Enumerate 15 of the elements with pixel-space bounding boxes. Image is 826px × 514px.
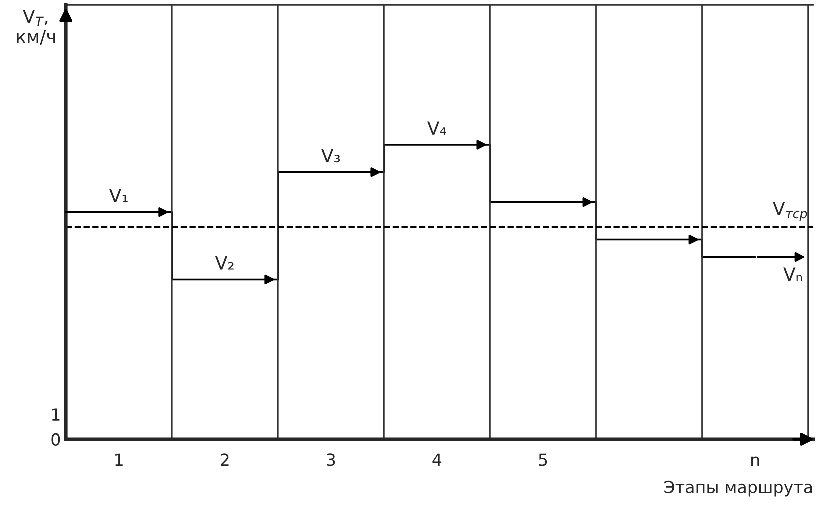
y-tick-label: 0 — [52, 433, 60, 446]
x-tick-label: 3 — [327, 454, 336, 466]
x-tick-label: 5 — [539, 454, 548, 466]
x-tick-label: 4 — [432, 454, 442, 466]
x-tick-label: 2 — [221, 454, 229, 466]
x-tick-label: n — [752, 456, 760, 466]
annotation: V₁ — [109, 189, 128, 202]
annotation: Vₙ — [784, 268, 802, 282]
ref-line-label: V$_{тср}$ — [773, 202, 808, 222]
annotation: V₂ — [215, 256, 234, 270]
annotation: V₃ — [322, 149, 340, 163]
annotation: V₄ — [428, 122, 446, 135]
y-axis-title: V$_{T}$, км/ч — [17, 10, 56, 46]
x-tick-label: 1 — [116, 454, 123, 466]
x-axis-title: Этапы маршрута — [664, 480, 812, 497]
